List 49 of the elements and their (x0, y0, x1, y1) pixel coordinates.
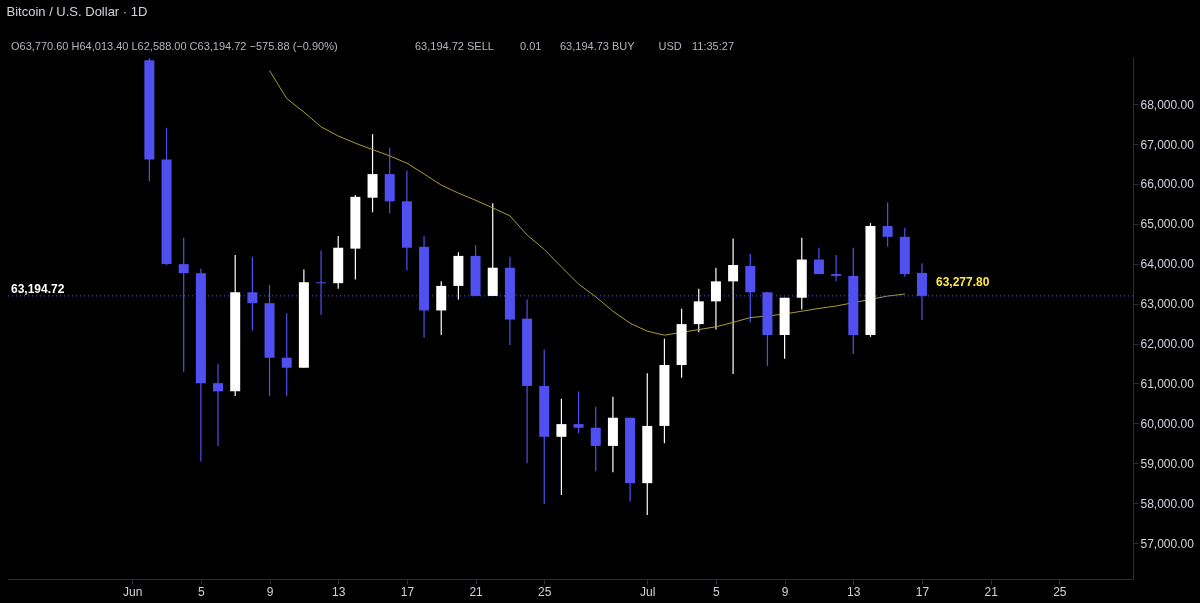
candlestick (281, 312, 292, 397)
text: USD (658, 40, 682, 52)
y-tick-label: 67,000.00 (1140, 137, 1195, 152)
x-tick-label: Jun (123, 584, 143, 599)
annotation: 63,277.80 (935, 274, 990, 289)
text: 63,194.72 SELL (415, 40, 494, 52)
candlestick (831, 254, 842, 282)
x-tick-label: 21 (984, 584, 999, 599)
y-tick-label: 60,000.00 (1140, 416, 1195, 431)
x-tick-label: 9 (781, 584, 789, 599)
candlestick (247, 256, 258, 332)
x-tick-label: 25 (1053, 584, 1067, 599)
x-tick-label: 9 (266, 584, 274, 599)
text: 11:35:27 (692, 40, 735, 52)
text: 0.01 (520, 40, 542, 52)
x-tick-label: Jul (640, 584, 656, 599)
x-tick-label: 5 (713, 584, 721, 599)
text: O63,770.60 H64,013.40 L62,588.00 C63,194.72 −575.88 (−0.90%) (11, 40, 338, 52)
y-tick-label: 57,000.00 (1140, 536, 1195, 551)
y-tick-label: 65,000.00 (1140, 217, 1195, 232)
y-tick-label: 61,000.00 (1140, 376, 1195, 391)
candlestick (573, 390, 584, 434)
x-tick-label: 13 (847, 584, 861, 599)
y-tick-label: 59,000.00 (1140, 456, 1195, 471)
candlestick (693, 288, 704, 333)
candlestick (367, 133, 378, 213)
x-tick-label: 13 (332, 584, 346, 599)
y-tick-label: 63,000.00 (1140, 297, 1195, 312)
x-tick-label: 5 (198, 584, 206, 599)
candlestick (556, 398, 567, 496)
x-tick-label: 17 (915, 584, 930, 599)
x-tick-label: 21 (469, 584, 484, 599)
x-tick-label: 17 (400, 584, 415, 599)
candlestick (710, 267, 721, 331)
ref-line-label: 63,194.72 (11, 281, 65, 296)
candlestick (590, 406, 601, 472)
y-tick-label: 66,000.00 (1140, 177, 1195, 192)
x-tick-label: 25 (538, 584, 552, 599)
candlestick (813, 247, 824, 275)
candlestick (728, 238, 739, 375)
candlestick (882, 201, 893, 248)
y-tick-label: 58,000.00 (1140, 496, 1195, 511)
y-tick-label: 68,000.00 (1140, 97, 1195, 112)
text: 63,194.73 BUY (560, 40, 636, 52)
candlestick (213, 363, 224, 447)
y-tick-label: 64,000.00 (1140, 257, 1195, 272)
y-tick-label: 62,000.00 (1140, 337, 1195, 352)
line-series (269, 70, 906, 336)
chart-title: Bitcoin / U.S. Dollar · 1D (6, 4, 148, 19)
